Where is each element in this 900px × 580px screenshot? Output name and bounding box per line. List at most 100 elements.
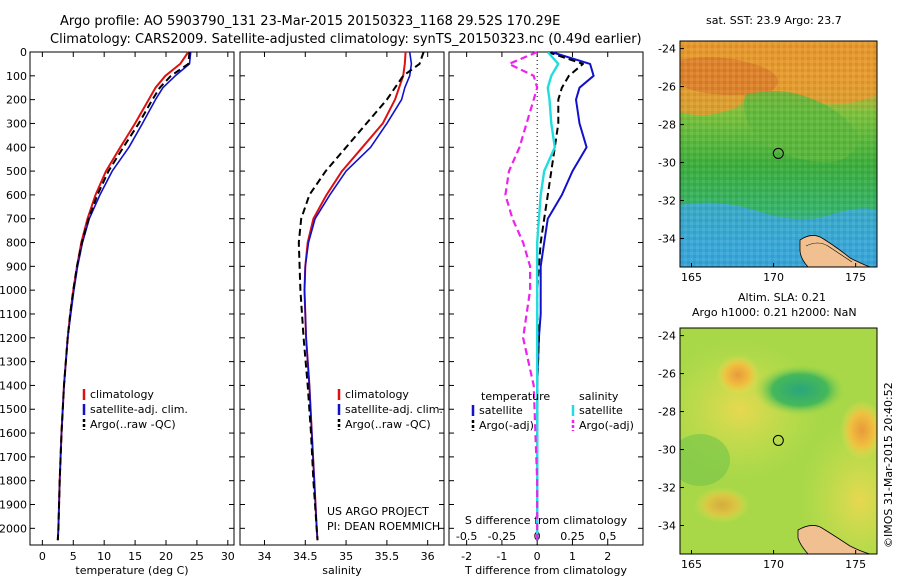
- credit-text: ©IMOS 31-Mar-2015 20:40:52: [882, 382, 895, 548]
- sst-argo-marker: [772, 147, 784, 159]
- x-tick-label: 10: [97, 550, 111, 563]
- x-tick-label: 30: [221, 550, 235, 563]
- map-x-tick-label: 175: [845, 271, 866, 284]
- y-tick-label: 700: [6, 213, 27, 226]
- map-x-tick-label: 170: [763, 271, 784, 284]
- y-tick-label: 400: [6, 141, 27, 154]
- sst-map-title: sat. SST: 23.9 Argo: 23.7: [706, 14, 842, 27]
- sla-land: [797, 525, 871, 554]
- x-tick-label: -1: [496, 550, 507, 563]
- map-y-tick-label: -32: [658, 482, 676, 495]
- s-axis-tick-label: 0.25: [560, 530, 585, 543]
- legend-label: satellite: [579, 404, 623, 417]
- s-axis-tick-label: 0.5: [599, 530, 617, 543]
- sst-map: [680, 41, 877, 267]
- difference-panel: -2 -1 0 1 2T difference from climatology -0.5…: [448, 50, 644, 577]
- legend-header: temperature: [481, 390, 550, 403]
- map-y-tick-label: -32: [658, 195, 676, 208]
- temperature-panel: 0 5 10 15 20 25 30 temperature (deg C) 0 100 200 30…: [0, 46, 235, 577]
- y-tick-label: 1200: [0, 332, 27, 345]
- legend-label: Argo(-adj): [479, 419, 534, 432]
- y-tick-label: 0: [20, 46, 27, 59]
- sla-argo-marker: [772, 434, 784, 446]
- sla-map-axes: 165 170 175 -24 -26 -28 -30 -32 -34: [658, 330, 866, 571]
- y-tick-label: 500: [6, 165, 27, 178]
- map-y-tick-label: -28: [658, 119, 676, 132]
- x-tick-label: 25: [190, 550, 204, 563]
- salinity-panel: 34 34.5 35 35.5 36 salinity climatology satelli…: [239, 51, 445, 577]
- sla-map: [680, 328, 877, 554]
- map-x-tick-label: 175: [845, 558, 866, 571]
- map-y-tick-label: -26: [658, 81, 676, 94]
- map-x-tick-label: 170: [763, 558, 784, 571]
- x-tick-label: 35: [339, 550, 353, 563]
- x-tick-label: 5: [70, 550, 77, 563]
- sst-map-axes: 165 170 175 -24 -26 -28 -30 -32 -34: [658, 43, 866, 284]
- s-axis-tick-label: -0.5: [456, 530, 477, 543]
- y-tick-label: 1100: [0, 308, 27, 321]
- map-y-tick-label: -24: [658, 330, 676, 343]
- header-line-1: Argo profile: AO 5903790_131 23-Mar-2015…: [60, 14, 560, 29]
- series-line-climatology: [303, 51, 407, 541]
- map-y-tick-label: -26: [658, 368, 676, 381]
- x-axis-label: T difference from climatology: [464, 564, 627, 577]
- sla-map-title-line-2: Argo h1000: 0.21 h2000: NaN: [692, 306, 857, 319]
- x-tick-label: 20: [159, 550, 173, 563]
- y-tick-label: 100: [6, 70, 27, 83]
- sst-map-frame: [679, 40, 878, 268]
- series-line-temperature-argo-adj-: [536, 51, 584, 541]
- series-line-argo-raw-qc-: [297, 51, 425, 541]
- panel-frame: [29, 51, 235, 546]
- y-tick-label: 800: [6, 237, 27, 250]
- s-axis-label: S difference from climatology: [465, 514, 628, 527]
- sla-high-eddy-west: [716, 355, 760, 395]
- map-y-tick-label: -30: [658, 444, 676, 457]
- series-line-satellite-adj-clim-: [57, 51, 192, 541]
- sla-green-patch: [680, 434, 730, 486]
- legend-label: satellite-adj. clim.: [90, 403, 188, 416]
- salinity-annotation-line-2: PI: DEAN ROEMMICH: [327, 520, 440, 533]
- x-tick-label: -2: [461, 550, 472, 563]
- y-tick-label: 1000: [0, 284, 27, 297]
- map-x-tick-label: 165: [681, 271, 702, 284]
- map-y-tick-label: -24: [658, 43, 676, 56]
- legend-label: Argo(-adj): [579, 419, 634, 432]
- sst-land: [799, 235, 871, 267]
- y-tick-label: 1900: [0, 499, 27, 512]
- sst-noise-texture: [680, 41, 877, 267]
- x-tick-label: 36: [421, 550, 435, 563]
- legend-label: climatology: [345, 388, 409, 401]
- sst-coast-edge: [805, 242, 853, 263]
- salinity-annotation-line-1: US ARGO PROJECT: [327, 505, 429, 518]
- legend-label: satellite-adj. clim.: [345, 403, 443, 416]
- header-line-2: Climatology: CARS2009. Satellite-adjuste…: [50, 32, 642, 47]
- panel-frame: [448, 51, 644, 546]
- x-tick-label: 0: [39, 550, 46, 563]
- panel-frame: [239, 51, 445, 546]
- x-tick-label: 34: [257, 550, 271, 563]
- map-y-tick-label: -34: [658, 520, 676, 533]
- map-y-tick-label: -34: [658, 233, 676, 246]
- sla-high-eddy-east: [840, 400, 877, 460]
- legend-label: Argo(..raw -QC): [345, 418, 431, 431]
- y-tick-label: 1300: [0, 356, 27, 369]
- series-line-salinity-argo-adj-: [504, 50, 539, 541]
- s-axis-tick-label: -0.25: [488, 530, 516, 543]
- legend-header: salinity: [579, 390, 619, 403]
- y-tick-label: 1400: [0, 379, 27, 392]
- x-axis-label: salinity: [322, 564, 362, 577]
- series-line-argo-raw-qc-: [56, 51, 191, 541]
- y-tick-label: 600: [6, 189, 27, 202]
- x-tick-label: 2: [604, 550, 611, 563]
- y-tick-label: 300: [6, 117, 27, 130]
- series-line-satellite-adj-clim-: [303, 51, 413, 541]
- map-y-tick-label: -28: [658, 406, 676, 419]
- sla-high-eddy-south: [694, 487, 750, 523]
- x-tick-label: 35.5: [375, 550, 400, 563]
- series-line-salinity-satellite: [536, 51, 560, 541]
- x-tick-label: 1: [569, 550, 576, 563]
- y-tick-label: 2000: [0, 522, 27, 535]
- x-axis-label: temperature (deg C): [75, 564, 188, 577]
- x-tick-label: 34.5: [293, 550, 318, 563]
